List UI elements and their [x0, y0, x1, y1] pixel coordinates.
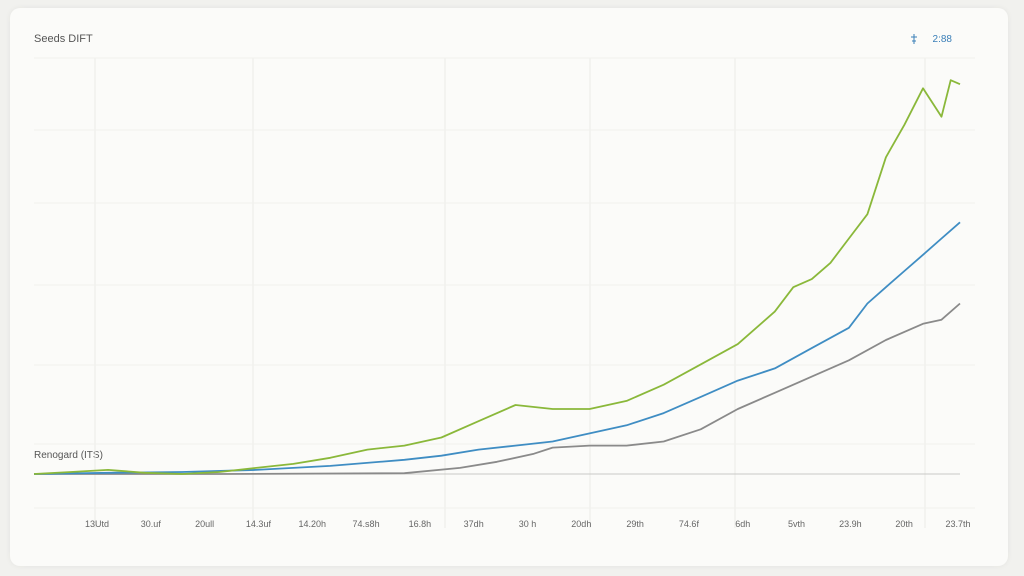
series-line-2 [34, 302, 961, 475]
x-tick-label: 5vth [788, 519, 805, 529]
x-tick-label: 37dh [464, 519, 484, 529]
x-tick-label: 74.s8h [353, 519, 380, 529]
x-tick-label: 23.7th [945, 519, 970, 529]
baseline-label: Renogard (ITS) [34, 450, 103, 461]
x-tick-label: 23.9h [839, 519, 862, 529]
filter-icon[interactable] [907, 32, 921, 46]
x-tick-label: 16.8h [409, 519, 432, 529]
x-tick-label: 20ull [195, 519, 214, 529]
x-tick-label: 6dh [735, 519, 750, 529]
x-tick-label: 30 h [519, 519, 537, 529]
series-line-1 [33, 221, 961, 475]
x-tick-label: 14.20h [298, 519, 326, 529]
annotation-value: 2:88 [932, 33, 952, 45]
x-tick-label: 30.uf [141, 519, 162, 529]
x-tick-label: 20dh [571, 519, 591, 529]
x-tick-label: 14.3uf [246, 519, 272, 529]
x-tick-label: 29th [626, 519, 644, 529]
x-tick-label: 20th [895, 519, 913, 529]
x-tick-label: 13Utd [85, 519, 109, 529]
legend-area: 2:88 [907, 32, 952, 46]
chart-title: Seeds DIFT [34, 33, 93, 45]
series-line-0 [33, 79, 961, 475]
x-tick-label: 74.6f [679, 519, 700, 529]
